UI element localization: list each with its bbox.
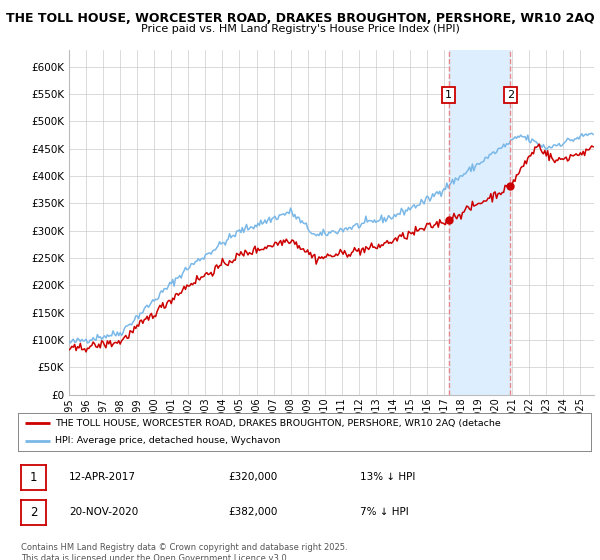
Text: Price paid vs. HM Land Registry's House Price Index (HPI): Price paid vs. HM Land Registry's House … xyxy=(140,24,460,34)
Bar xyxy=(449,50,511,395)
Text: Contains HM Land Registry data © Crown copyright and database right 2025.
This d: Contains HM Land Registry data © Crown c… xyxy=(21,543,347,560)
Text: 1: 1 xyxy=(445,90,452,100)
Text: 13% ↓ HPI: 13% ↓ HPI xyxy=(360,472,415,482)
Text: 7% ↓ HPI: 7% ↓ HPI xyxy=(360,507,409,517)
Text: 2: 2 xyxy=(507,90,514,100)
Text: HPI: Average price, detached house, Wychavon: HPI: Average price, detached house, Wych… xyxy=(55,436,281,445)
Text: THE TOLL HOUSE, WORCESTER ROAD, DRAKES BROUGHTON, PERSHORE, WR10 2AQ (detache: THE TOLL HOUSE, WORCESTER ROAD, DRAKES B… xyxy=(55,418,501,427)
Text: THE TOLL HOUSE, WORCESTER ROAD, DRAKES BROUGHTON, PERSHORE, WR10 2AQ: THE TOLL HOUSE, WORCESTER ROAD, DRAKES B… xyxy=(5,12,595,25)
Text: £320,000: £320,000 xyxy=(228,472,277,482)
Text: 1: 1 xyxy=(30,470,37,484)
Text: 12-APR-2017: 12-APR-2017 xyxy=(69,472,136,482)
Text: £382,000: £382,000 xyxy=(228,507,277,517)
Text: 2: 2 xyxy=(30,506,37,519)
Text: 20-NOV-2020: 20-NOV-2020 xyxy=(69,507,138,517)
